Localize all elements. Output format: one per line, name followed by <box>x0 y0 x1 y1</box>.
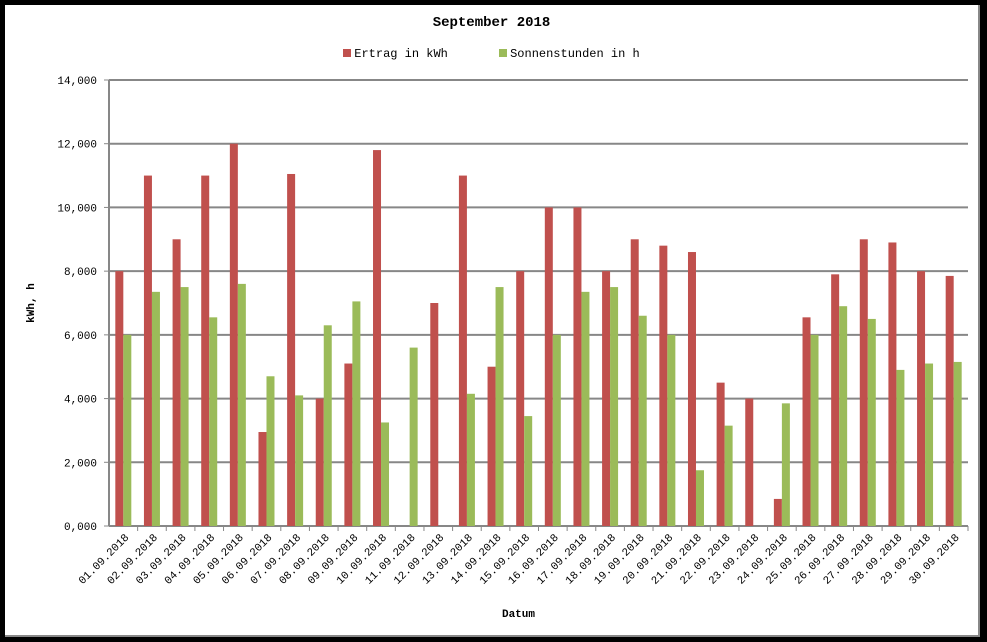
bar-ertrag <box>172 239 181 527</box>
bar-ertrag <box>201 175 210 527</box>
bar-ertrag <box>659 245 668 526</box>
bar-ertrag <box>544 207 553 526</box>
bar-ertrag <box>458 175 467 527</box>
chart-frame: September 2018 Ertrag in kWh Sonnenstund… <box>5 5 980 637</box>
bar-sonnenstunden <box>466 393 475 526</box>
bar-sonnenstunden <box>180 287 189 526</box>
bar-sonnenstunden <box>638 315 647 526</box>
bar-sonnenstunden <box>695 470 704 526</box>
bar-ertrag <box>630 239 639 527</box>
y-tick-label: 12,000 <box>57 140 97 152</box>
bar-ertrag <box>258 432 267 526</box>
bar-sonnenstunden <box>151 291 160 526</box>
bar-ertrag <box>802 317 811 526</box>
bar-sonnenstunden <box>409 347 418 526</box>
bar-ertrag <box>716 382 725 526</box>
y-tick-label: 2,000 <box>64 458 97 470</box>
bar-sonnenstunden <box>323 325 332 526</box>
bar-sonnenstunden <box>552 334 561 526</box>
y-tick-label: 6,000 <box>64 331 97 343</box>
bar-ertrag <box>229 143 238 526</box>
bar-sonnenstunden <box>896 369 905 526</box>
legend-item-sonnenstunden: Sonnenstunden in h <box>499 47 640 61</box>
bar-ertrag <box>573 207 582 526</box>
bar-ertrag <box>917 271 926 526</box>
bar-sonnenstunden <box>295 395 304 526</box>
legend: Ertrag in kWh Sonnenstunden in h <box>5 47 978 61</box>
bar-ertrag <box>888 242 897 526</box>
bar-ertrag <box>344 363 353 526</box>
bar-ertrag <box>831 274 840 526</box>
bar-ertrag <box>859 239 868 527</box>
y-tick-label: 0,000 <box>64 522 97 534</box>
bar-ertrag <box>373 150 382 527</box>
bar-sonnenstunden <box>610 287 619 526</box>
bar-sonnenstunden <box>123 334 132 526</box>
bar-ertrag <box>773 498 782 526</box>
bar-ertrag <box>430 303 439 526</box>
bar-ertrag <box>143 175 152 527</box>
bar-ertrag <box>945 275 954 526</box>
bar-ertrag <box>487 366 496 526</box>
bar-sonnenstunden <box>381 422 390 526</box>
bar-ertrag <box>602 271 611 526</box>
legend-swatch-green <box>499 49 508 57</box>
bar-sonnenstunden <box>925 363 934 526</box>
y-tick-label: 14,000 <box>57 76 97 88</box>
bar-sonnenstunden <box>724 425 733 526</box>
bar-sonnenstunden <box>495 287 504 526</box>
bar-sonnenstunden <box>781 403 790 526</box>
y-tick-label: 8,000 <box>64 267 97 279</box>
y-tick-label: 10,000 <box>57 203 97 215</box>
bar-sonnenstunden <box>237 283 246 526</box>
bar-sonnenstunden <box>524 416 533 526</box>
bar-ertrag <box>115 271 124 526</box>
x-axis-title: Datum <box>502 609 535 621</box>
legend-item-ertrag: Ertrag in kWh <box>343 47 448 61</box>
bar-sonnenstunden <box>810 334 819 526</box>
bar-ertrag <box>516 271 525 526</box>
bar-sonnenstunden <box>352 301 361 526</box>
x-tick-label: 30.09.2018 <box>907 532 962 587</box>
y-axis-title: kWh, h <box>26 283 38 323</box>
bar-sonnenstunden <box>581 291 590 526</box>
bar-sonnenstunden <box>209 317 218 526</box>
bar-sonnenstunden <box>839 306 848 526</box>
bar-ertrag <box>315 398 324 526</box>
bar-sonnenstunden <box>867 318 876 526</box>
bar-ertrag <box>687 252 696 526</box>
bar-sonnenstunden <box>667 334 676 526</box>
chart-title: September 2018 <box>432 15 551 31</box>
bar-sonnenstunden <box>266 376 275 526</box>
legend-swatch-red <box>343 49 352 57</box>
bar-sonnenstunden <box>953 361 962 526</box>
bar-ertrag <box>287 173 296 526</box>
bar-ertrag <box>745 398 754 526</box>
y-tick-label: 4,000 <box>64 395 97 407</box>
